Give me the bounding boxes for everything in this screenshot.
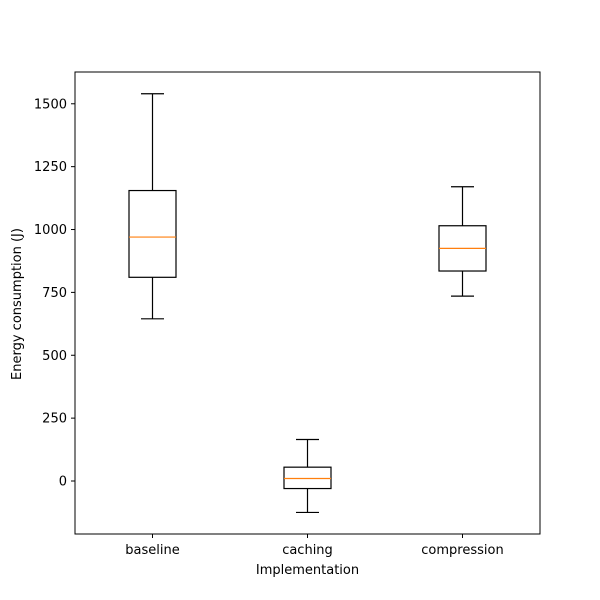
y-tick-label: 500 (42, 349, 67, 364)
x-tick-label: baseline (125, 543, 179, 558)
y-tick-label: 1250 (34, 160, 67, 175)
y-tick-label: 1000 (34, 223, 67, 238)
y-axis-label: Energy consumption (J) (10, 228, 25, 380)
y-tick-label: 750 (42, 286, 67, 301)
x-axis-label: Implementation (256, 563, 359, 578)
y-tick-label: 250 (42, 412, 67, 427)
y-tick-label: 0 (59, 475, 67, 490)
x-tick-label: caching (282, 543, 333, 558)
x-tick-label: compression (421, 543, 503, 558)
box-caching (283, 466, 332, 490)
y-tick-label: 1500 (34, 97, 67, 112)
plot-area: 0 250 500 750 1000 1250 1500 baseline caching com… (34, 71, 541, 558)
box-baseline (128, 189, 177, 278)
